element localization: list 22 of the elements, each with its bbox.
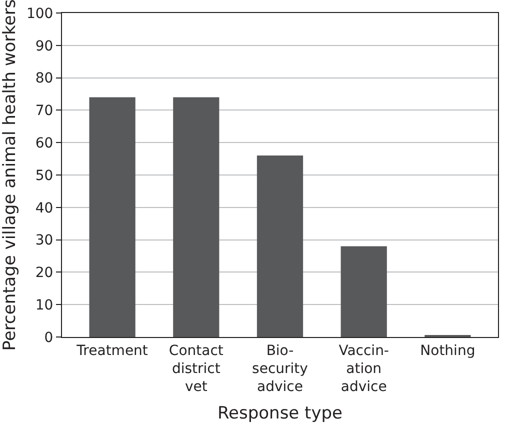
y-axis-title: Percentage village animal health workers xyxy=(0,0,20,351)
bar xyxy=(340,246,387,337)
x-tick-label: Bio- security advice xyxy=(252,342,308,396)
y-tick-label: 80 xyxy=(35,70,54,87)
x-tick-label: Contact district vet xyxy=(168,342,224,396)
x-tick-label: Nothing xyxy=(420,342,476,359)
bar xyxy=(173,97,220,337)
y-tick-label: 50 xyxy=(35,168,54,184)
bar xyxy=(89,97,136,337)
y-tick-label: 60 xyxy=(35,136,54,152)
y-tick-label: 40 xyxy=(35,200,54,216)
y-tick-label: 20 xyxy=(35,265,54,282)
x-axis-title: Response type xyxy=(217,404,343,424)
y-tick-label: 70 xyxy=(35,103,54,120)
y-tick-label: 10 xyxy=(35,298,54,314)
y-tick-label: 100 xyxy=(26,6,54,22)
bar xyxy=(256,156,304,337)
x-tick-label: Vaccin- ation advice xyxy=(338,342,389,396)
y-tick-label: 90 xyxy=(35,38,54,54)
x-tick-label: Treatment xyxy=(76,342,148,359)
y-tick-label: 0 xyxy=(44,330,54,346)
y-tick-label: 30 xyxy=(35,232,54,249)
